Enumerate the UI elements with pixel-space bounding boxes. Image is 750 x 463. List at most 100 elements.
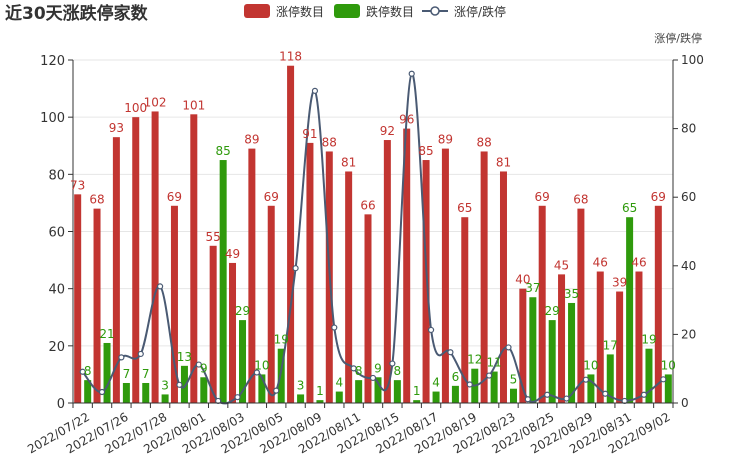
bar-down (335, 391, 343, 403)
bar-up (654, 205, 662, 403)
ratio-point (466, 381, 473, 388)
right-axis-title: 涨停/跌停 (654, 31, 702, 45)
bar-up-label: 46 (593, 256, 608, 270)
legend-swatch-up (244, 4, 270, 18)
bar-up (229, 262, 237, 403)
y-left-tick-label: 120 (40, 54, 65, 69)
bar-down-label: 10 (254, 358, 269, 372)
bar-up-label: 91 (302, 127, 317, 141)
bar-up-label: 81 (496, 155, 511, 169)
y-right-tick-label: 20 (681, 327, 696, 341)
bar-down-label: 7 (142, 367, 150, 381)
ratio-point (331, 324, 338, 331)
y-axis-right: 0 20 40 60 80 100 (672, 53, 704, 410)
y-right-tick-label: 40 (681, 259, 696, 273)
bar-down (219, 160, 227, 403)
ratio-point (447, 349, 454, 356)
bar-up (635, 271, 643, 403)
bar-up-label: 92 (380, 124, 395, 138)
bar-up (267, 205, 275, 403)
bar-up-label: 69 (167, 190, 182, 204)
bar-up (538, 205, 546, 403)
ratio-point (350, 365, 357, 372)
bar-up (190, 114, 198, 403)
bar-up-label: 39 (612, 276, 627, 290)
ratio-point (582, 376, 590, 383)
bar-up-label: 45 (554, 258, 569, 272)
bar-up (132, 117, 140, 404)
ratio-point (234, 394, 241, 401)
bar-up-label: 49 (225, 247, 240, 261)
bar-up (441, 148, 449, 403)
bar-down-label: 6 (452, 370, 460, 384)
ratio-point (98, 388, 106, 396)
bar-up-label: 96 (399, 113, 414, 127)
bar-up (170, 205, 178, 403)
ratio-point (137, 350, 144, 358)
bar-down-label: 3 (161, 378, 169, 392)
bar-up (480, 151, 488, 403)
bar-down (432, 391, 440, 403)
bar-up-label: 88 (322, 135, 337, 149)
bar-up-label: 100 (124, 101, 147, 115)
bar-up-label: 101 (182, 98, 205, 112)
bar-up (74, 194, 82, 403)
legend-item-down[interactable]: 跌停数目 (334, 4, 414, 19)
bar-up (306, 142, 314, 403)
bar-down (374, 377, 382, 403)
legend-label-up: 涨停数目 (276, 4, 324, 19)
bar-down-label: 85 (216, 144, 231, 158)
y-left-tick-label: 20 (48, 340, 65, 355)
bar-down (122, 382, 130, 403)
bar-down-label: 29 (235, 304, 250, 318)
bar-up (345, 171, 353, 403)
ratio-line (81, 72, 664, 405)
y-left-tick-label: 100 (40, 111, 65, 126)
bar-down (103, 342, 111, 403)
chart-title: 近30天涨跌停家数 (5, 3, 149, 24)
bar-down (529, 297, 537, 403)
ratio-point (544, 391, 551, 398)
bar-down-label: 29 (545, 304, 560, 318)
legend-item-up[interactable]: 涨停数目 (244, 4, 324, 19)
legend[interactable]: 涨停数目 跌停数目 涨停/跌停 (244, 4, 506, 19)
ratio-point (195, 361, 202, 368)
legend-label-down: 跌停数目 (366, 4, 414, 19)
ratio-point (563, 395, 570, 402)
bar-up-label: 55 (206, 230, 221, 244)
bar-down-label: 12 (467, 353, 482, 367)
y-right-tick-label: 60 (681, 190, 696, 204)
bar-down (587, 374, 595, 403)
ratio-point (602, 390, 609, 397)
bar-down-label: 4 (335, 376, 343, 390)
bar-down (142, 382, 150, 403)
bar-down-label: 19 (274, 333, 289, 347)
bar-up-label: 88 (476, 135, 491, 149)
bar-down-label: 17 (603, 338, 618, 352)
bar-value-labels: 7386821937100710236913101955854929891069… (70, 50, 676, 398)
ratio-point (176, 381, 183, 388)
bar-up (577, 208, 585, 403)
legend-marker-ratio (430, 6, 440, 16)
bar-up (499, 171, 507, 403)
bar-up (383, 140, 391, 404)
bar-up-label: 81 (341, 155, 356, 169)
bar-up (616, 291, 624, 403)
ratio-point (273, 387, 280, 394)
bar-down (258, 374, 266, 403)
bar-down-label: 37 (525, 281, 540, 295)
ratio-point (486, 372, 493, 379)
x-axis: 2022/07/222022/07/262022/07/282022/08/01… (25, 402, 674, 456)
bar-down (626, 217, 634, 403)
y-left-tick-label: 40 (48, 283, 65, 298)
bar-down-label: 10 (661, 358, 676, 372)
ratio-point (660, 376, 667, 383)
bar-down (606, 354, 614, 403)
ratio-point (408, 70, 415, 77)
ratio-point (505, 344, 512, 351)
bar-down-label: 19 (641, 333, 656, 347)
bar-down (509, 388, 517, 403)
bar-up (558, 274, 566, 403)
y-left-tick-label: 0 (57, 397, 65, 412)
legend-item-ratio[interactable]: 涨停/跌停 (422, 4, 506, 19)
